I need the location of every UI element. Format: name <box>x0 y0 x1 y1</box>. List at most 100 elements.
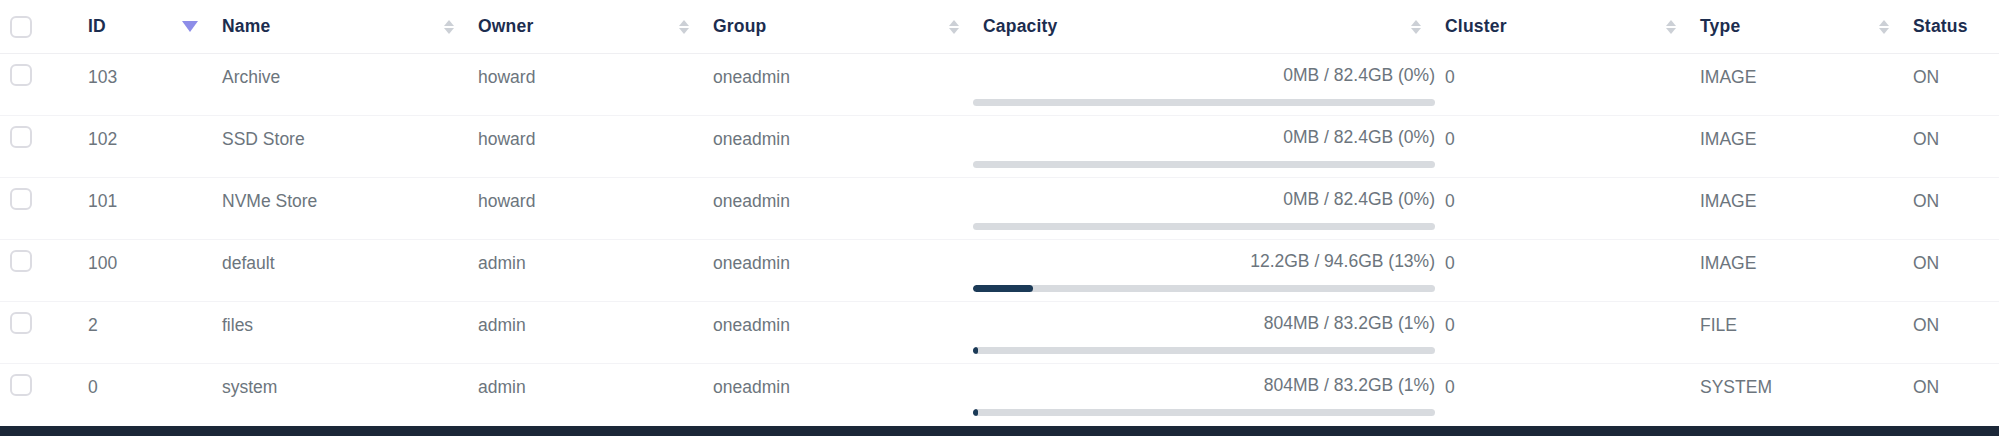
capacity-bar-track <box>973 409 1435 416</box>
table-row[interactable]: 101 NVMe Store howard oneadmin 0MB / 82.… <box>0 178 1999 240</box>
row-select-cell <box>0 54 78 115</box>
capacity-bar-track <box>973 99 1435 106</box>
row-checkbox[interactable] <box>10 312 32 334</box>
capacity-bar-fill <box>973 347 978 354</box>
sort-up-arrow <box>1411 20 1421 26</box>
column-header-status[interactable]: Status <box>1903 16 1999 37</box>
sort-icon <box>949 20 959 34</box>
row-checkbox[interactable] <box>10 374 32 396</box>
cell-status: ON <box>1903 178 1999 239</box>
sort-descending-icon <box>182 21 198 32</box>
column-header-capacity[interactable]: Capacity <box>973 16 1435 37</box>
column-header-type[interactable]: Type <box>1690 16 1903 37</box>
cell-id: 101 <box>78 178 212 239</box>
column-header-name[interactable]: Name <box>212 16 468 37</box>
cell-status: ON <box>1903 116 1999 177</box>
capacity-label: 0MB / 82.4GB (0%) <box>973 65 1435 85</box>
capacity-bar-fill <box>973 285 1033 292</box>
row-select-cell <box>0 302 78 363</box>
table-row[interactable]: 100 default admin oneadmin 12.2GB / 94.6… <box>0 240 1999 302</box>
cell-capacity: 0MB / 82.4GB (0%) <box>973 178 1435 239</box>
column-header-label: Name <box>222 16 270 37</box>
cell-group: oneadmin <box>703 178 973 239</box>
cell-name: default <box>212 240 468 301</box>
cell-cluster: 0 <box>1435 178 1690 239</box>
capacity-label: 804MB / 83.2GB (1%) <box>973 313 1435 333</box>
cell-status: ON <box>1903 54 1999 115</box>
cell-name: files <box>212 302 468 363</box>
cell-type: IMAGE <box>1690 116 1903 177</box>
column-header-label: ID <box>88 16 106 37</box>
column-header-label: Owner <box>478 16 533 37</box>
row-checkbox[interactable] <box>10 188 32 210</box>
cell-owner: howard <box>468 178 703 239</box>
column-header-label: Cluster <box>1445 16 1507 37</box>
cell-status: ON <box>1903 302 1999 363</box>
sort-icon <box>444 20 454 34</box>
table-row[interactable]: 0 system admin oneadmin 804MB / 83.2GB (… <box>0 364 1999 426</box>
cell-type: IMAGE <box>1690 240 1903 301</box>
row-select-cell <box>0 178 78 239</box>
sort-down-arrow <box>949 28 959 34</box>
cell-name: NVMe Store <box>212 178 468 239</box>
capacity-bar-fill <box>973 409 978 416</box>
column-header-owner[interactable]: Owner <box>468 16 703 37</box>
row-select-cell <box>0 240 78 301</box>
cell-group: oneadmin <box>703 240 973 301</box>
row-checkbox[interactable] <box>10 126 32 148</box>
sort-down-arrow <box>1411 28 1421 34</box>
capacity-label: 0MB / 82.4GB (0%) <box>973 189 1435 209</box>
column-header-id[interactable]: ID <box>78 16 212 37</box>
select-all-checkbox[interactable] <box>10 16 32 38</box>
row-checkbox[interactable] <box>10 64 32 86</box>
cell-cluster: 0 <box>1435 240 1690 301</box>
cell-status: ON <box>1903 364 1999 426</box>
sort-up-arrow <box>679 20 689 26</box>
cell-owner: admin <box>468 364 703 426</box>
column-header-label: Group <box>713 16 767 37</box>
capacity-bar-track <box>973 347 1435 354</box>
cell-capacity: 0MB / 82.4GB (0%) <box>973 54 1435 115</box>
capacity-label: 804MB / 83.2GB (1%) <box>973 375 1435 395</box>
column-header-cluster[interactable]: Cluster <box>1435 16 1690 37</box>
cell-cluster: 0 <box>1435 116 1690 177</box>
row-select-cell <box>0 116 78 177</box>
column-header-group[interactable]: Group <box>703 16 973 37</box>
table-body: 103 Archive howard oneadmin 0MB / 82.4GB… <box>0 54 1999 436</box>
capacity-label: 12.2GB / 94.6GB (13%) <box>973 251 1435 271</box>
cell-owner: admin <box>468 240 703 301</box>
cell-id: 103 <box>78 54 212 115</box>
cell-id: 100 <box>78 240 212 301</box>
sort-icon <box>679 20 689 34</box>
cell-capacity: 12.2GB / 94.6GB (13%) <box>973 240 1435 301</box>
table-row[interactable]: 103 Archive howard oneadmin 0MB / 82.4GB… <box>0 54 1999 116</box>
cell-group: oneadmin <box>703 364 973 426</box>
select-all-cell <box>0 16 78 38</box>
sort-up-arrow <box>1879 20 1889 26</box>
cell-status: ON <box>1903 240 1999 301</box>
cell-id: 2 <box>78 302 212 363</box>
row-select-cell <box>0 364 78 426</box>
cell-owner: admin <box>468 302 703 363</box>
sort-down-arrow <box>1666 28 1676 34</box>
capacity-bar-track <box>973 285 1435 292</box>
sort-up-arrow <box>1666 20 1676 26</box>
cell-group: oneadmin <box>703 302 973 363</box>
table-row[interactable]: 102 SSD Store howard oneadmin 0MB / 82.4… <box>0 116 1999 178</box>
sort-down-arrow <box>1879 28 1889 34</box>
sort-icon <box>1666 20 1676 34</box>
cell-name: Archive <box>212 54 468 115</box>
sort-icon <box>1411 20 1421 34</box>
sort-up-arrow <box>949 20 959 26</box>
sort-up-arrow <box>444 20 454 26</box>
cell-cluster: 0 <box>1435 364 1690 426</box>
row-checkbox[interactable] <box>10 250 32 272</box>
cell-cluster: 0 <box>1435 54 1690 115</box>
cell-group: oneadmin <box>703 116 973 177</box>
sort-icon <box>1879 20 1889 34</box>
table-row[interactable]: 2 files admin oneadmin 804MB / 83.2GB (1… <box>0 302 1999 364</box>
cell-capacity: 804MB / 83.2GB (1%) <box>973 302 1435 363</box>
cell-id: 102 <box>78 116 212 177</box>
cell-owner: howard <box>468 54 703 115</box>
cell-type: SYSTEM <box>1690 364 1903 426</box>
